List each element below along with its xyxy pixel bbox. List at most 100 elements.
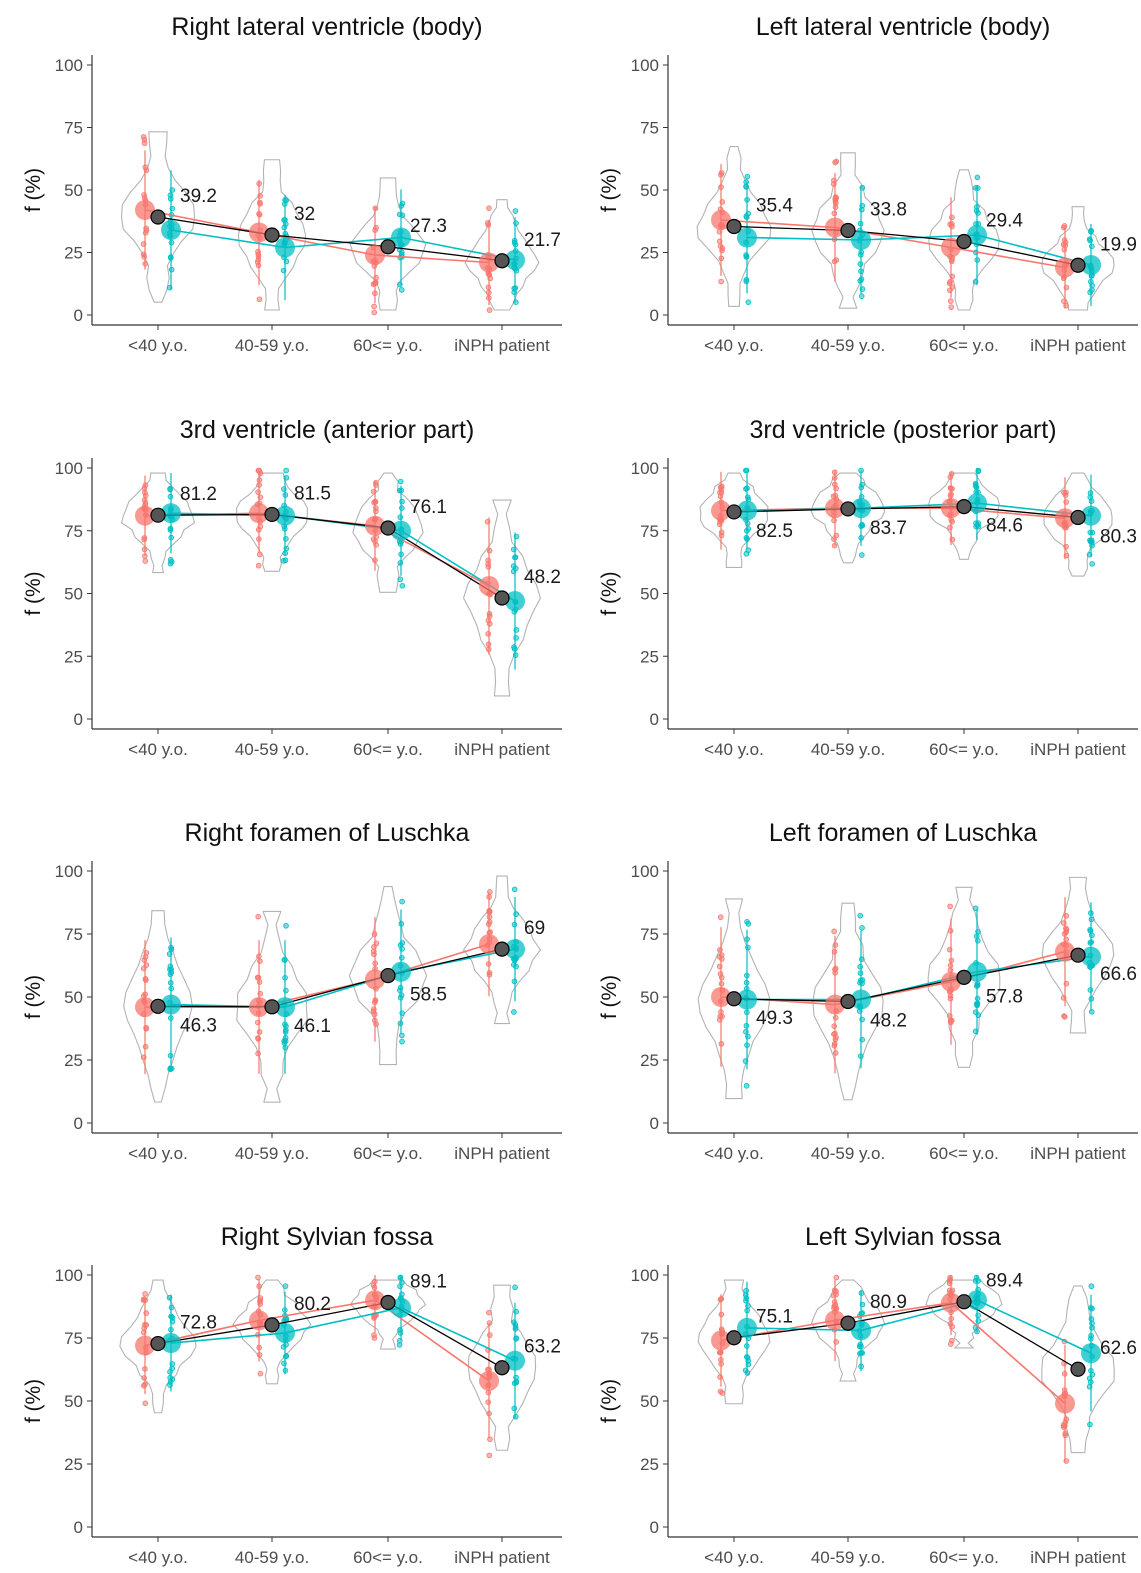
data-point (858, 1310, 865, 1317)
data-point (718, 1361, 724, 1367)
group-mean-marker (249, 1310, 269, 1331)
data-point (486, 1410, 492, 1417)
data-point (486, 610, 493, 617)
data-point (948, 304, 955, 310)
mean-marker (1070, 257, 1086, 273)
violin (697, 1279, 771, 1405)
data-point (486, 272, 493, 278)
mean-marker (840, 222, 856, 239)
data-point (510, 546, 517, 553)
data-point (832, 194, 839, 200)
x-tick-label: iNPH patient (454, 1144, 550, 1163)
data-point (947, 492, 954, 499)
data-point (254, 1019, 261, 1026)
mean-value-label: 58.5 (410, 985, 447, 1006)
y-tick-label: 25 (64, 647, 83, 666)
data-point (1062, 1423, 1068, 1429)
mean-marker (264, 227, 280, 243)
data-point (949, 1287, 956, 1294)
data-point (947, 962, 954, 969)
data-point (486, 295, 492, 301)
data-point (719, 247, 725, 254)
data-point (743, 1022, 750, 1029)
x-tick-label: <40 y.o. (128, 1548, 188, 1567)
data-point (972, 482, 979, 488)
y-tick-label: 50 (640, 585, 659, 604)
x-tick-label: 60<= y.o. (353, 740, 423, 759)
data-point (744, 1370, 751, 1376)
data-point (283, 258, 290, 265)
mean-value-label: 62.6 (1100, 1338, 1137, 1359)
mean-value-label: 76.1 (410, 497, 447, 518)
group-mean-marker (851, 989, 871, 1010)
x-tick-label: <40 y.o. (128, 740, 188, 759)
data-point (858, 1349, 865, 1356)
mean-marker (380, 967, 396, 984)
violin (236, 910, 308, 1103)
data-point (280, 1344, 287, 1350)
data-point (142, 492, 149, 499)
y-tick-label: 0 (650, 1114, 659, 1133)
group-mean-marker (249, 222, 269, 243)
x-tick-label: 40-59 y.o. (235, 1548, 309, 1567)
data-point (974, 995, 981, 1002)
data-point (859, 1036, 866, 1043)
y-tick-label: 75 (64, 1329, 83, 1348)
data-point (946, 1013, 953, 1019)
data-point (142, 553, 148, 559)
data-point (283, 545, 290, 552)
data-point (283, 467, 289, 474)
x-tick-label: <40 y.o. (704, 740, 764, 759)
group-mean-marker (1055, 508, 1075, 529)
data-point (1088, 939, 1095, 945)
data-point (857, 977, 864, 984)
data-point (859, 481, 865, 488)
data-point (511, 1319, 517, 1325)
violin (348, 886, 428, 1066)
group-mean-marker (505, 939, 525, 960)
data-point (743, 278, 750, 285)
data-point (1089, 1371, 1096, 1378)
y-tick-label: 25 (640, 244, 659, 263)
y-tick-label: 50 (64, 988, 83, 1007)
data-point (718, 1041, 725, 1047)
chart-panel: Left lateral ventricle (body) f (%) 0 25 50 7… (598, 13, 1138, 355)
data-point (397, 281, 403, 288)
group-mean-marker (1081, 255, 1101, 275)
data-point (974, 204, 980, 210)
data-point (397, 514, 404, 521)
mean-marker (956, 233, 972, 250)
x-tick-label: iNPH patient (1030, 1548, 1126, 1567)
data-point (141, 957, 148, 963)
x-tick-label: 60<= y.o. (353, 336, 423, 355)
data-point (947, 967, 954, 974)
data-point (832, 1050, 839, 1056)
x-tick-label: <40 y.o. (128, 336, 188, 355)
data-point (396, 1337, 403, 1344)
data-point (142, 1291, 148, 1297)
data-point (167, 1382, 173, 1388)
mean-value-label: 72.8 (180, 1313, 217, 1334)
data-point (143, 1310, 150, 1316)
data-point (372, 279, 379, 286)
data-point (169, 187, 176, 193)
data-point (1088, 1283, 1095, 1290)
data-point (256, 1344, 263, 1351)
mean-value-label: 21.7 (524, 230, 561, 251)
y-axis-label: f (%) (598, 1379, 621, 1423)
data-point (1063, 936, 1070, 943)
data-point (256, 1283, 262, 1290)
mean-value-label: 81.2 (180, 484, 217, 505)
violin (120, 131, 196, 303)
data-point (282, 1307, 288, 1313)
y-tick-label: 100 (631, 1266, 659, 1285)
mean-value-label: 89.4 (986, 1271, 1023, 1292)
data-point (282, 1044, 289, 1051)
data-point (857, 970, 864, 976)
violin (464, 199, 540, 311)
data-point (1089, 561, 1095, 567)
data-point (399, 505, 405, 511)
data-point (486, 971, 493, 978)
x-tick-label: 40-59 y.o. (811, 740, 885, 759)
data-point (1089, 932, 1095, 939)
